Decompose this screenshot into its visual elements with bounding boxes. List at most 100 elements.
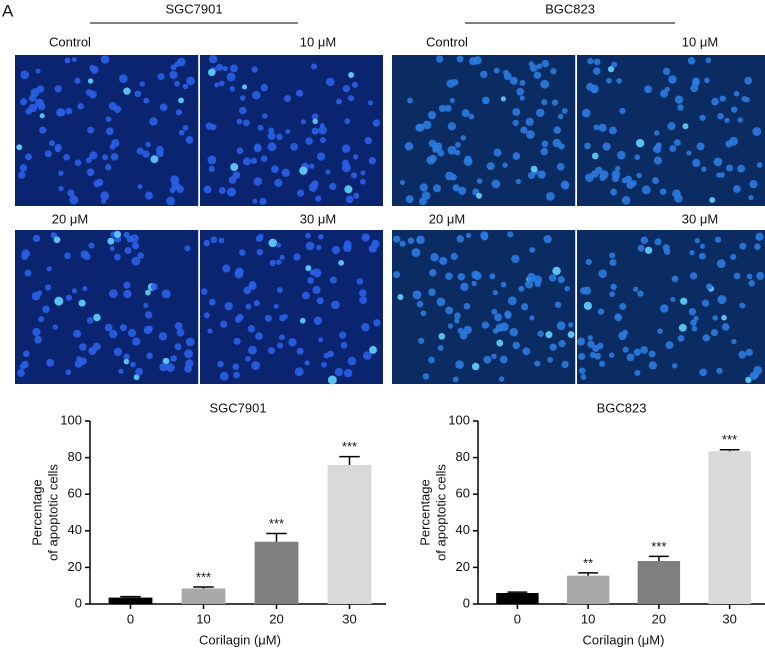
nucleus [305,137,313,145]
nucleus [20,70,30,80]
nucleus [109,329,118,339]
nucleus [663,248,671,256]
nucleus [621,177,628,184]
nucleus [170,175,180,185]
nucleus [615,313,621,319]
nucleus [17,369,25,377]
nucleus [220,320,228,328]
nucleus [123,281,131,289]
nucleus [716,367,723,375]
nucleus [713,157,723,167]
nucleus [405,195,414,203]
nucleus [252,90,261,100]
nucleus [699,114,706,121]
nucleus [481,321,490,329]
nucleus [341,144,351,153]
nucleus [471,362,480,371]
nucleus [672,189,681,198]
y-tick-label: 100 [448,412,470,427]
nucleus [705,283,713,290]
nucleus [457,327,464,334]
significance-label: *** [269,516,284,531]
nucleus [309,269,316,276]
nucleus [660,304,669,313]
nucleus [456,55,464,63]
nucleus [609,258,617,267]
nucleus [283,94,291,103]
nucleus [737,164,746,173]
nucleus [109,246,115,252]
nucleus [653,156,662,165]
nucleus [236,313,244,321]
nucleus [591,86,598,94]
nucleus [733,272,741,280]
nucleus [175,109,183,116]
nucleus [608,352,615,358]
nucleus [217,360,224,368]
nucleus [267,142,277,152]
nucleus [407,237,415,244]
nucleus [483,355,492,364]
nucleus [65,107,73,115]
nucleus [626,353,635,362]
nucleus [78,299,86,307]
nucleus [182,83,189,90]
nucleus [616,78,622,84]
nucleus [114,253,121,261]
nucleus [222,264,231,273]
nucleus [457,273,466,281]
nucleus [259,197,267,205]
nucleus [499,355,508,364]
nucleus [256,248,264,256]
nucleus [146,325,153,332]
x-axis-label: Corilagin (μM) [583,632,665,647]
nucleus [343,368,353,378]
nucleus [529,64,538,72]
nucleus [541,99,548,106]
nucleus [89,64,96,71]
nucleus [636,172,642,179]
nucleus [598,123,607,132]
nucleus [315,195,322,202]
nucleus [693,315,699,322]
nucleus [253,300,260,307]
nucleus [126,235,134,243]
nucleus [454,312,461,320]
nucleus [219,371,229,381]
nucleus [610,188,618,196]
nucleus [393,235,401,243]
nucleus [567,331,575,339]
nucleus [134,90,142,98]
nucleus [139,81,145,87]
nucleus [184,245,191,252]
nucleus [186,76,195,86]
nucleus [200,288,208,295]
nucleus [318,337,324,343]
nucleus [537,330,544,337]
nucleus [216,63,224,71]
nucleus [587,335,593,341]
nucleus [44,150,52,158]
nucleus [420,310,427,317]
nucleus [688,307,697,316]
nucleus [146,352,153,360]
nucleus [174,343,182,351]
nucleus [522,347,531,356]
nucleus [30,88,40,97]
nucleus [368,157,377,165]
nucleus [350,172,358,179]
nucleus [22,350,30,358]
nucleus [419,183,428,192]
nucleus [262,113,268,119]
nucleus [662,67,671,76]
nucleus [19,164,28,172]
nucleus [540,79,550,89]
nucleus [547,357,554,363]
nucleus [752,127,762,136]
nucleus [361,323,370,332]
nucleus [545,331,553,339]
nucleus [130,361,136,368]
nucleus [276,287,283,293]
nucleus [28,103,38,113]
nucleus [334,367,344,377]
